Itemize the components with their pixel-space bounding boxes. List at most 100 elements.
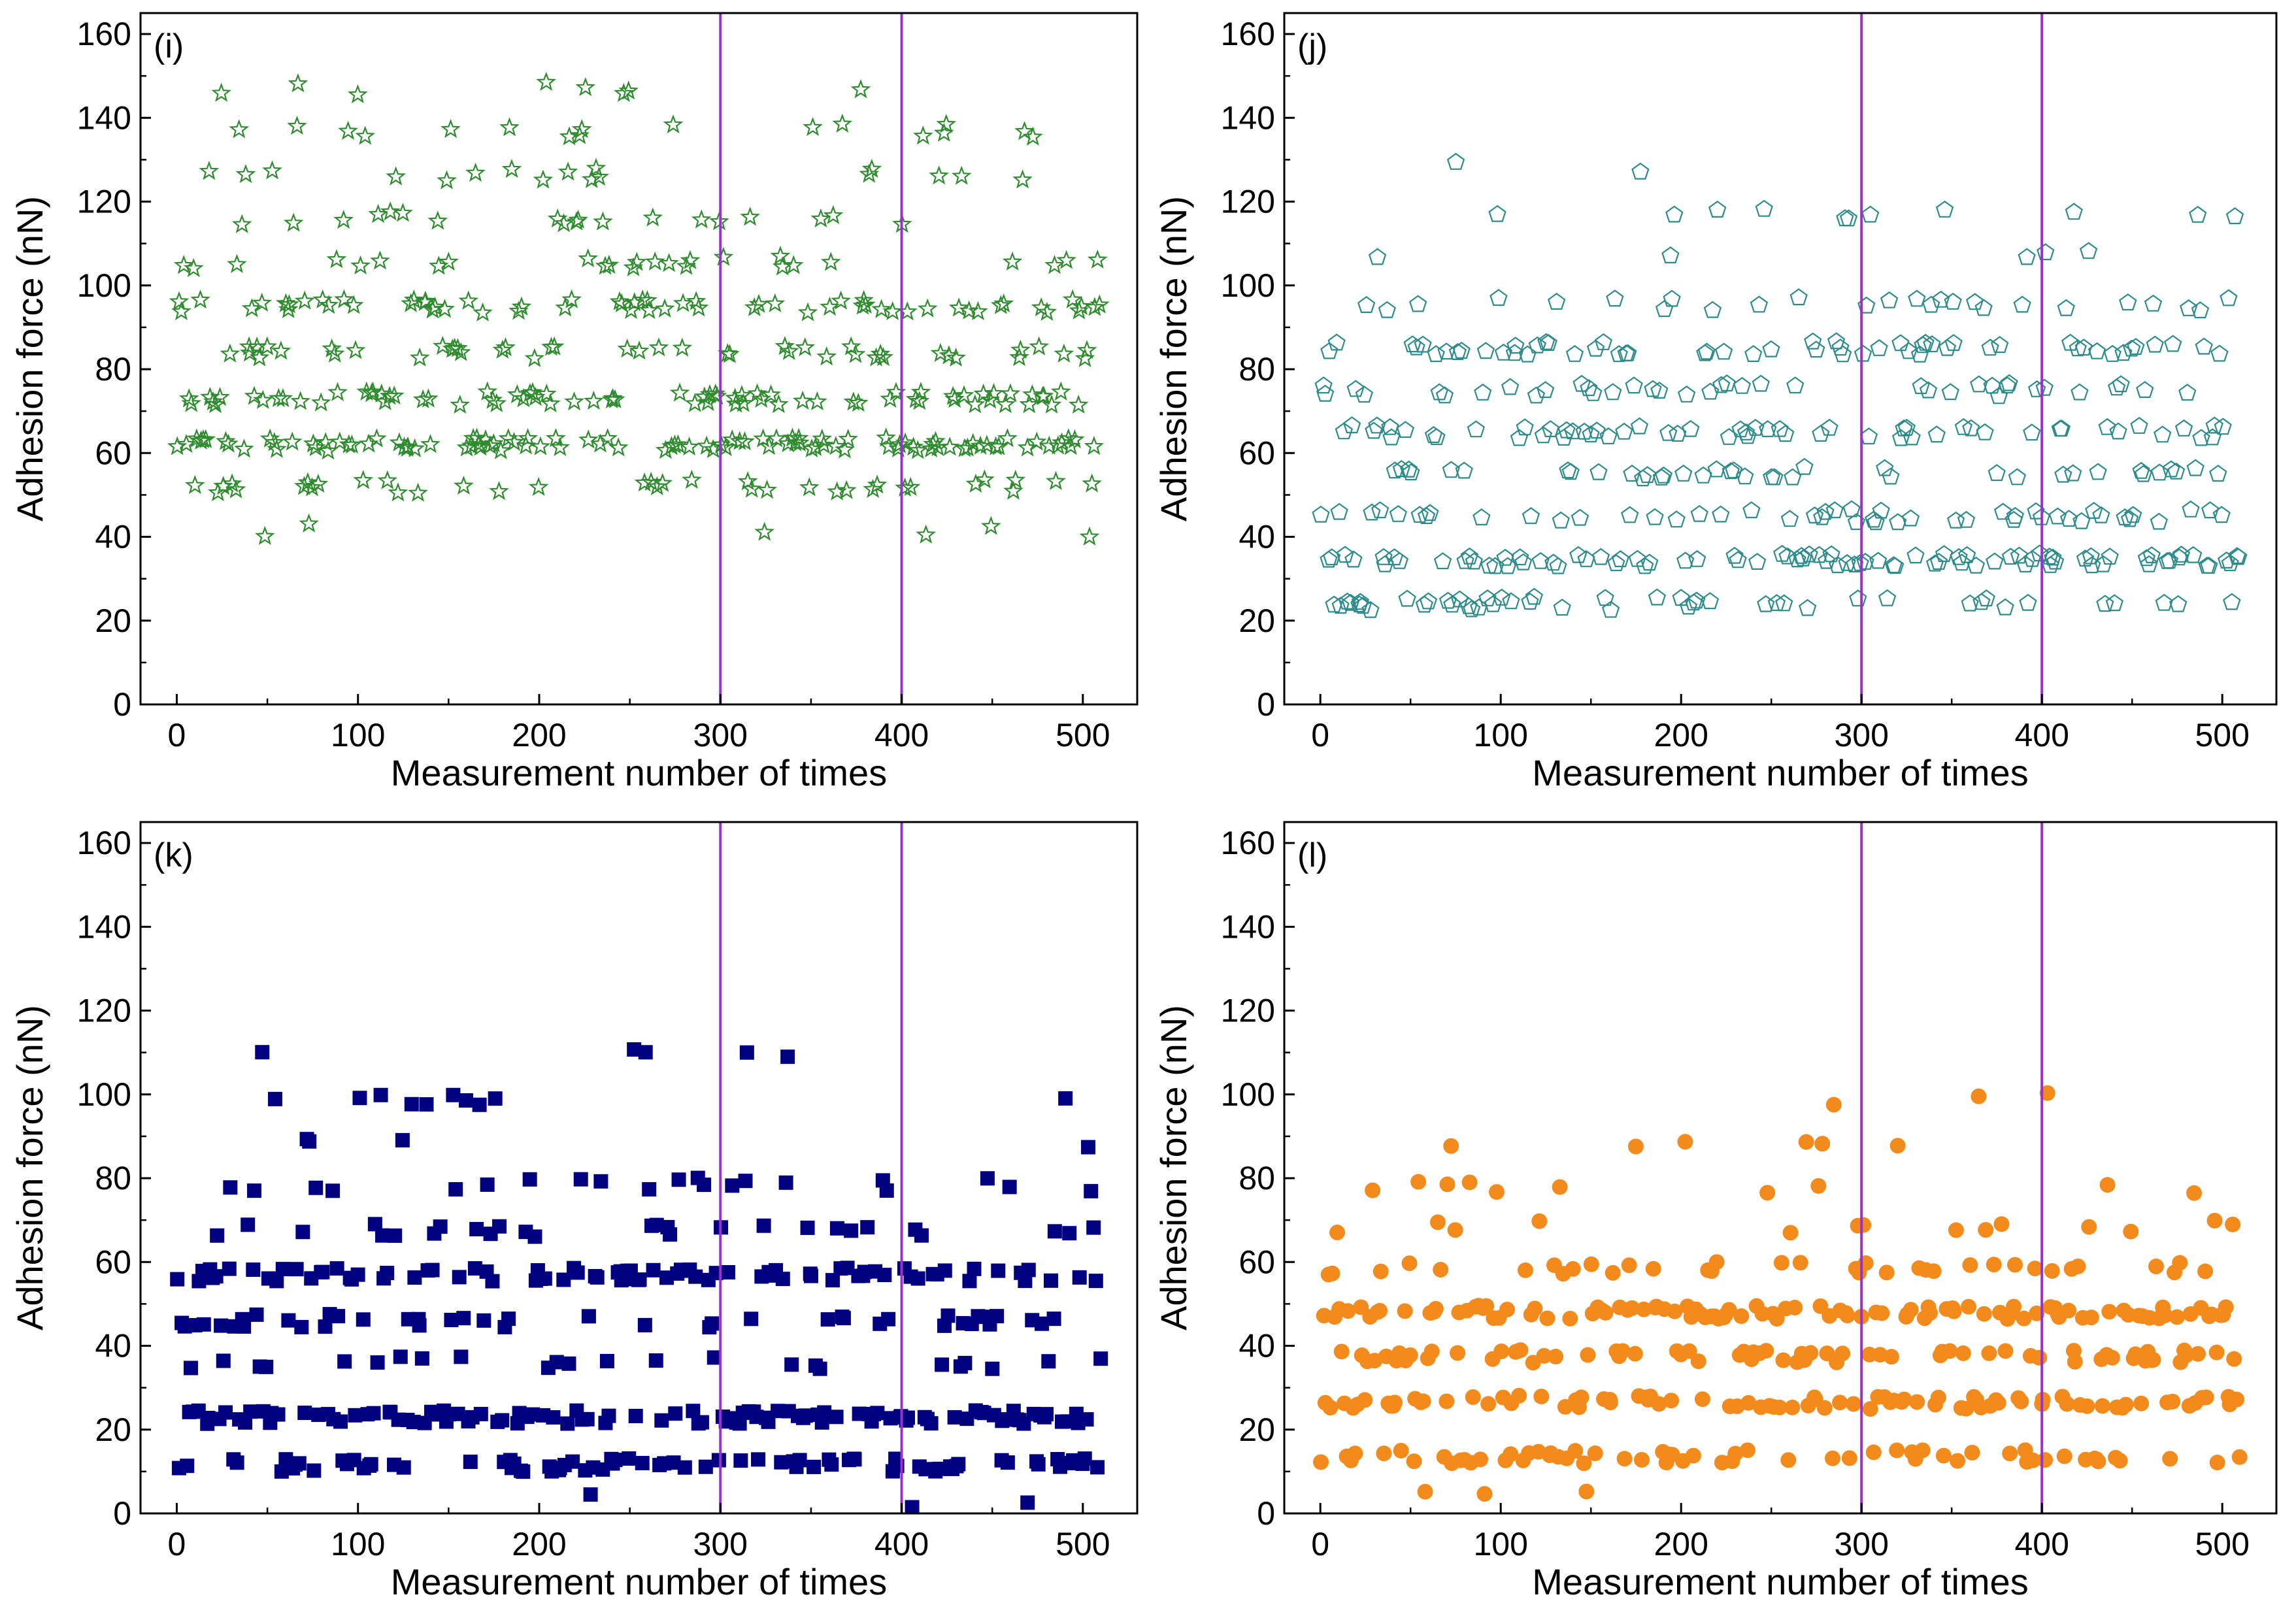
data-point (836, 480, 857, 499)
data-point (1818, 552, 1836, 569)
y-tick-label: 140 (77, 908, 131, 945)
data-point (575, 76, 596, 97)
data-point (269, 1274, 284, 1289)
data-point (235, 164, 256, 184)
data-point (1807, 340, 1825, 358)
data-point (669, 382, 690, 402)
data-point (1351, 593, 1369, 610)
data-point (1084, 436, 1105, 455)
data-point (1010, 339, 1031, 359)
data-point (593, 211, 613, 231)
data-point (2083, 1310, 2099, 1326)
data-point (259, 1359, 274, 1374)
x-tick-label: 400 (2014, 717, 2069, 753)
data-point (418, 388, 439, 408)
data-point (905, 1500, 920, 1515)
data-point (1450, 1345, 1466, 1361)
data-point (1733, 1308, 1750, 1325)
data-point (1839, 1308, 1855, 1324)
data-point (1589, 463, 1608, 480)
data-point (1624, 1300, 1640, 1316)
data-point (1914, 1442, 1931, 1459)
data-point (343, 295, 364, 314)
x-axis-label: Measurement number of times (1532, 1561, 2028, 1602)
data-point (1502, 592, 1520, 610)
data-point (863, 478, 883, 499)
data-point (659, 253, 679, 272)
data-point (463, 1455, 478, 1470)
data-point (2172, 1255, 2188, 1271)
data-point (1829, 556, 1847, 574)
data-point (691, 209, 712, 229)
data-point (1399, 460, 1418, 478)
data-point (879, 1183, 894, 1198)
data-point (880, 388, 901, 408)
data-point (608, 1453, 623, 1468)
data-point (448, 1182, 463, 1197)
data-point (1820, 418, 1838, 436)
data-point (2206, 1213, 2223, 1229)
data-point (1990, 1394, 2006, 1411)
data-point (1679, 597, 1698, 615)
data-point (917, 298, 938, 318)
data-point (2121, 510, 2139, 527)
data-point (267, 1091, 282, 1106)
data-point (733, 393, 754, 412)
data-point (420, 434, 441, 453)
data-point (1849, 589, 1867, 607)
data-point (847, 1452, 862, 1467)
data-point (419, 1097, 434, 1112)
panel-label: (i) (154, 27, 184, 65)
data-point (218, 1405, 233, 1420)
data-point (1682, 420, 1700, 437)
data-point (1488, 1184, 1505, 1200)
data-point (2094, 555, 2112, 572)
data-point (1889, 513, 1907, 531)
data-point (1725, 546, 1744, 564)
data-point (930, 342, 951, 362)
data-point (544, 336, 565, 355)
data-point (1727, 1445, 1744, 1462)
data-point (1033, 386, 1054, 405)
data-point (632, 1272, 647, 1287)
data-point (1041, 394, 1062, 414)
data-point (1755, 199, 1773, 217)
data-point (2061, 1302, 2077, 1319)
panel-label: (l) (1297, 836, 1327, 874)
y-tick-label: 20 (1239, 1411, 1275, 1448)
data-point (1865, 1444, 1882, 1460)
y-tick-label: 60 (1239, 1244, 1275, 1280)
y-tick-label: 160 (77, 16, 131, 52)
data-point (318, 440, 339, 460)
data-point (1046, 1311, 1061, 1327)
data-point (1357, 1392, 1373, 1408)
data-point (2192, 429, 2210, 446)
data-point (1527, 1300, 1543, 1317)
data-point (1355, 386, 1373, 403)
data-point (499, 117, 520, 137)
data-point (255, 1045, 270, 1060)
data-point (1368, 248, 1387, 265)
data-point (1667, 1303, 1683, 1319)
data-point (663, 1227, 678, 1242)
data-point (2010, 546, 2029, 564)
data-point (190, 289, 210, 309)
data-point (1327, 333, 1346, 351)
x-tick-label: 500 (1056, 1526, 1110, 1562)
y-tick-label: 40 (95, 519, 131, 555)
data-point (974, 469, 995, 489)
y-tick-label: 100 (77, 267, 131, 304)
data-point (229, 119, 250, 139)
data-point (1639, 466, 1657, 484)
data-point (2105, 594, 2123, 612)
data-point (222, 1261, 237, 1276)
data-point (1573, 1389, 1589, 1406)
data-point (2006, 1298, 2022, 1315)
data-point (1087, 249, 1108, 269)
data-point (1901, 509, 1920, 527)
data-point (1722, 462, 1740, 480)
data-point (473, 302, 493, 322)
data-point (951, 165, 972, 185)
data-point (962, 1274, 977, 1289)
data-point (807, 391, 827, 411)
